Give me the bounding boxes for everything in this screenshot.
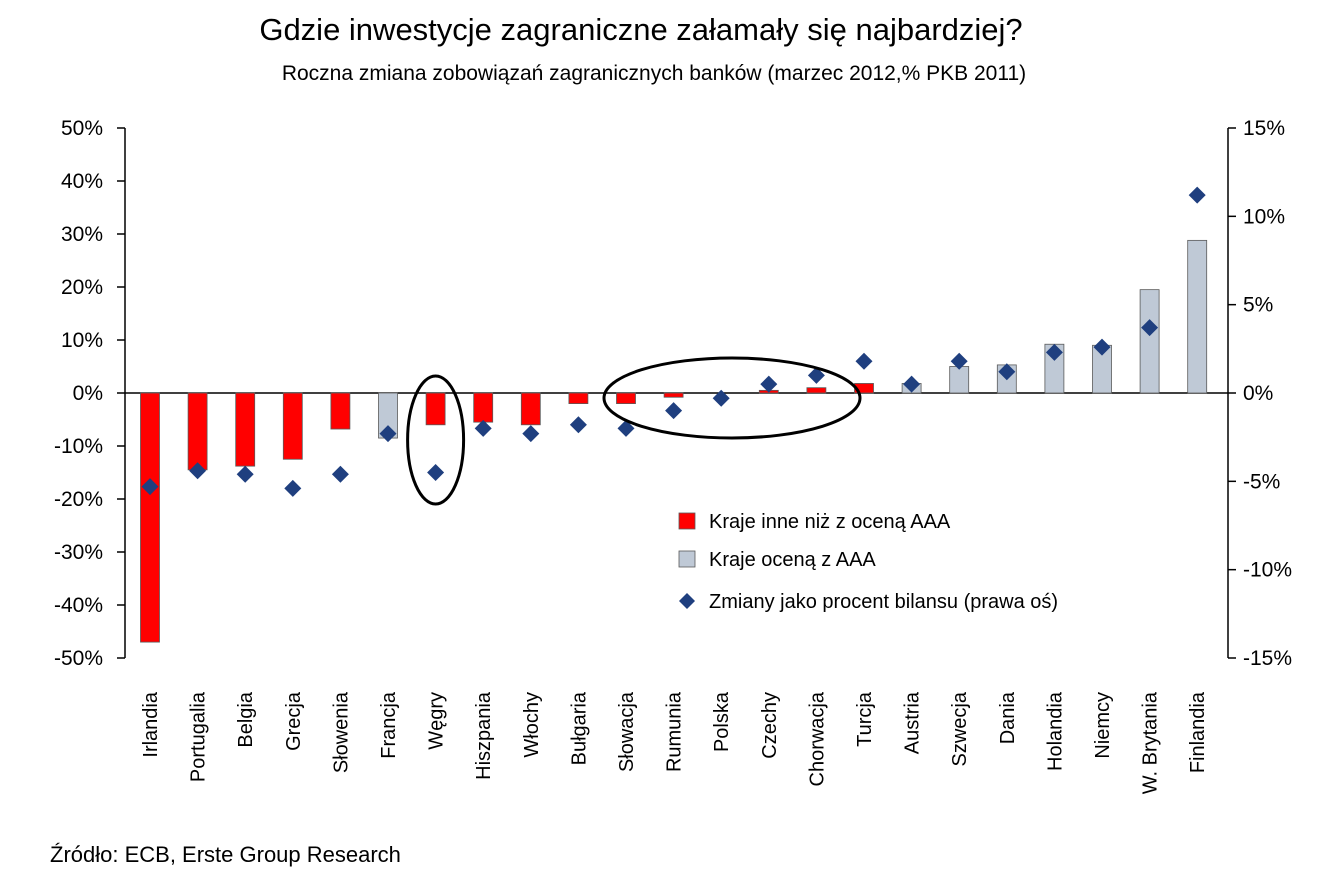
diamond-marker bbox=[760, 375, 778, 393]
markers bbox=[141, 186, 1206, 497]
diamond-marker bbox=[903, 375, 921, 393]
bar bbox=[949, 366, 970, 394]
bar bbox=[806, 387, 827, 394]
source-note: Źródło: ECB, Erste Group Research bbox=[50, 842, 401, 867]
category-label: Słowacja bbox=[616, 691, 638, 772]
diamond-marker bbox=[236, 465, 254, 483]
diamond-marker bbox=[379, 425, 397, 443]
diamond-marker bbox=[141, 478, 159, 496]
axes: 50% 40% 30% 20% 10% 0% -10% -20% -30% -40% -50% 15%… bbox=[54, 117, 1292, 794]
left-axis-tick-label: 50% bbox=[61, 117, 103, 140]
category-label: Turcja bbox=[854, 691, 876, 747]
category-label: Włochy bbox=[521, 692, 543, 758]
right-axis-tick-label: 15% bbox=[1243, 117, 1285, 140]
diamond-marker bbox=[284, 479, 302, 497]
category-label: Polska bbox=[711, 691, 733, 752]
left-axis-tick-label: -10% bbox=[54, 435, 103, 458]
bar bbox=[330, 392, 351, 430]
legend-swatch bbox=[678, 512, 696, 530]
bar bbox=[235, 392, 256, 467]
right-axis-tick-label: -15% bbox=[1243, 647, 1292, 670]
ellipse-annotation bbox=[602, 356, 862, 440]
category-label: Dania bbox=[997, 691, 1019, 744]
bar bbox=[1187, 239, 1208, 394]
left-axis-tick-label: 0% bbox=[73, 382, 103, 405]
diamond-marker bbox=[569, 416, 587, 434]
diamond-marker bbox=[617, 419, 635, 437]
category-label: Słowenia bbox=[330, 691, 352, 773]
bar bbox=[140, 392, 160, 643]
category-label: Francja bbox=[378, 691, 400, 759]
category-label: Portugalia bbox=[188, 691, 210, 782]
category-label: Belgia bbox=[235, 691, 257, 747]
left-axis-tick-label: -30% bbox=[54, 541, 103, 564]
diamond-marker bbox=[712, 389, 730, 407]
category-label: Rumunia bbox=[664, 691, 686, 772]
chart-title: Gdzie inwestycje zagraniczne załamały si… bbox=[259, 12, 1023, 47]
left-axis-tick-label: -50% bbox=[54, 647, 103, 670]
diamond-marker bbox=[950, 352, 968, 370]
diamond-marker bbox=[1045, 343, 1063, 361]
left-axis-tick-label: -20% bbox=[54, 488, 103, 511]
bars bbox=[140, 239, 1208, 643]
diamond-marker bbox=[1188, 186, 1206, 204]
bar bbox=[187, 392, 208, 471]
left-axis-tick-label: 10% bbox=[61, 329, 103, 352]
category-label: Hiszpania bbox=[473, 691, 495, 780]
right-axis-tick-label: 5% bbox=[1243, 294, 1273, 317]
diamond-marker bbox=[427, 464, 445, 481]
bar bbox=[282, 392, 303, 460]
legend-label: Kraje oceną z AAA bbox=[709, 549, 876, 571]
bar bbox=[520, 392, 541, 426]
right-axis-tick-label: 10% bbox=[1243, 205, 1285, 228]
legend-label: Kraje inne niż z oceną AAA bbox=[709, 511, 951, 533]
left-axis-tick-label: -40% bbox=[54, 594, 103, 617]
legend-swatch bbox=[678, 550, 696, 568]
diamond-marker bbox=[1141, 319, 1159, 337]
category-label: Irlandia bbox=[140, 691, 162, 757]
diamond-marker bbox=[1093, 338, 1111, 356]
category-label: Grecja bbox=[283, 691, 305, 751]
diamond-marker bbox=[807, 366, 825, 384]
right-axis-tick-label: 0% bbox=[1243, 382, 1273, 405]
category-label: Finlandia bbox=[1187, 691, 1209, 773]
legend-swatch bbox=[679, 593, 695, 609]
category-label: Bułgaria bbox=[568, 691, 590, 765]
legend: Kraje inne niż z oceną AAA Kraje oceną z … bbox=[678, 511, 1058, 613]
left-axis-tick-label: 20% bbox=[61, 276, 103, 299]
right-axis-tick-label: -5% bbox=[1243, 470, 1280, 493]
diamond-marker bbox=[998, 363, 1016, 381]
left-axis-tick-label: 40% bbox=[61, 170, 103, 193]
category-label: Holandia bbox=[1044, 691, 1066, 771]
bar bbox=[1139, 289, 1160, 394]
category-label: Węgry bbox=[426, 692, 448, 750]
annotations bbox=[406, 356, 862, 506]
category-label: Austria bbox=[902, 691, 924, 754]
left-axis-tick-label: 30% bbox=[61, 223, 103, 246]
diamond-marker bbox=[855, 352, 873, 370]
bar bbox=[616, 392, 636, 405]
category-label: Czechy bbox=[759, 692, 781, 759]
bar bbox=[473, 392, 494, 423]
category-label: Niemcy bbox=[1092, 692, 1114, 759]
ellipse-annotation bbox=[406, 374, 466, 506]
legend-label: Zmiany jako procent bilansu (prawa oś) bbox=[709, 591, 1058, 613]
category-label: Chorwacja bbox=[806, 691, 828, 786]
right-axis-tick-label: -10% bbox=[1243, 559, 1292, 582]
bar bbox=[425, 392, 446, 426]
chart-subtitle: Roczna zmiana zobowiązań zagranicznych b… bbox=[281, 62, 1027, 85]
bar bbox=[663, 392, 684, 398]
category-label: W. Brytania bbox=[1140, 691, 1162, 794]
diamond-marker bbox=[331, 465, 349, 483]
diamond-marker bbox=[665, 402, 683, 420]
bar bbox=[568, 392, 589, 405]
category-label: Szwecja bbox=[949, 691, 971, 766]
diamond-marker bbox=[474, 419, 492, 437]
diamond-marker bbox=[189, 462, 207, 480]
diamond-marker bbox=[522, 425, 540, 443]
